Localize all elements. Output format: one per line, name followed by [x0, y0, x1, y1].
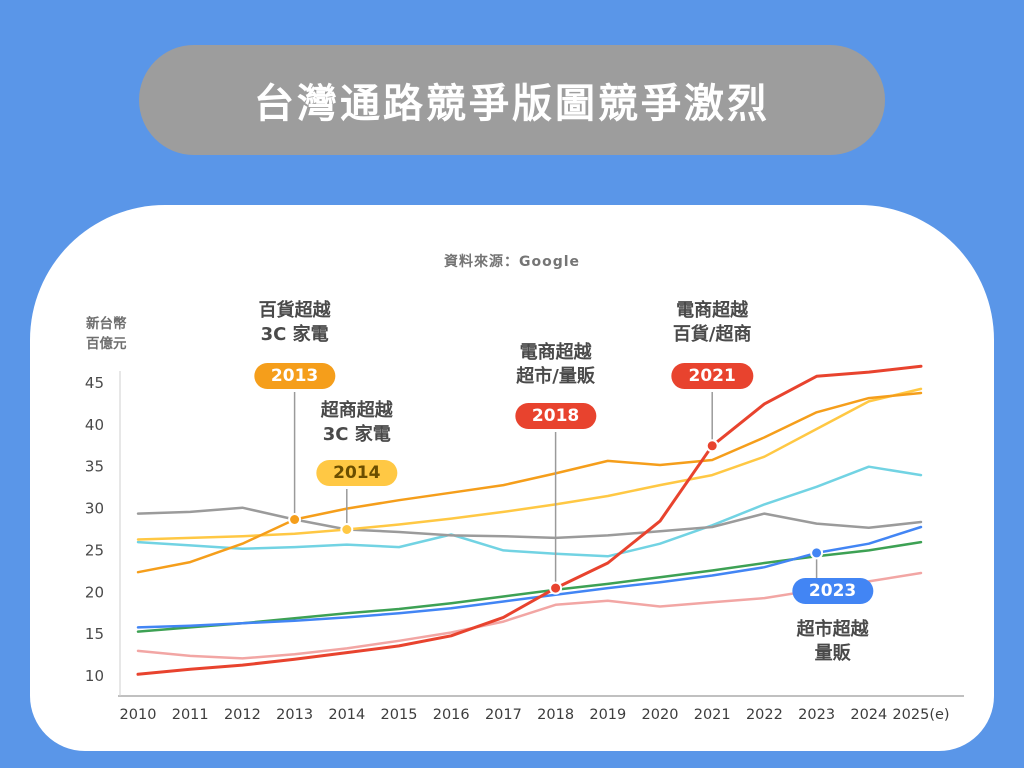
x-tick-2013: 2013 [276, 707, 313, 723]
y-tick-45: 45 [85, 374, 104, 392]
y-tick-35: 35 [85, 458, 104, 476]
x-tick-2010: 2010 [120, 707, 157, 723]
x-tick-2012: 2012 [224, 707, 261, 723]
page-title: 台灣通路競爭版圖競爭激烈 [254, 81, 770, 127]
line-chart: 10 15 20 25 30 35 40 45 2010 2011 2012 2013 2014 2015… [85, 364, 964, 723]
title-banner: 台灣通路競爭版圖競爭激烈 [139, 45, 885, 155]
y-tick-30: 30 [85, 500, 104, 518]
source-label: 資料來源：Google [443, 254, 581, 270]
x-tick-2022: 2022 [746, 707, 783, 723]
annotation-dot-dept-passes-3c [288, 513, 302, 526]
series-3c-appliance [136, 506, 923, 540]
y-tick-40: 40 [85, 416, 104, 434]
annotation-dot-cvs-passes-3c [340, 523, 354, 536]
x-tick-2019: 2019 [589, 707, 626, 723]
y-tick-10: 10 [85, 667, 104, 685]
y-axis-unit-line2: 百億元 [86, 335, 127, 352]
y-axis-unit-label: 新台幣 百億元 [86, 315, 127, 354]
x-tick-2023: 2023 [798, 707, 835, 723]
y-tick-20: 20 [85, 583, 104, 601]
x-tick-2014: 2014 [328, 707, 365, 723]
x-tick-2016: 2016 [433, 707, 470, 723]
series-pink-line [136, 571, 923, 660]
x-tick-2025(e): 2025(e) [892, 707, 949, 723]
x-tick-2015: 2015 [381, 707, 418, 723]
series-department-store [136, 391, 923, 574]
x-tick-2017: 2017 [485, 707, 522, 723]
annotation-dot-ecom-passes-super-hyper [549, 581, 563, 595]
x-tick-2021: 2021 [694, 707, 731, 723]
annotation-dot-super-passes-hyper [810, 546, 824, 560]
chart-card: 資料來源：Google 新台幣 百億元 10 15 20 25 30 35 40 45 2010… [30, 205, 994, 751]
y-tick-15: 15 [85, 625, 104, 643]
y-axis-unit-line1: 新台幣 [86, 316, 127, 332]
x-tick-2024: 2024 [850, 707, 887, 723]
x-tick-2018: 2018 [537, 707, 574, 723]
series-cyan-line [136, 465, 923, 558]
series-convenience-store [136, 387, 923, 541]
y-tick-25: 25 [85, 541, 104, 559]
x-tick-2020: 2020 [642, 707, 679, 723]
series-supermarket [136, 525, 923, 629]
x-tick-2011: 2011 [172, 707, 209, 723]
annotation-dot-ecom-passes-dept-cvs [705, 439, 719, 453]
series-ecommerce [136, 364, 923, 676]
